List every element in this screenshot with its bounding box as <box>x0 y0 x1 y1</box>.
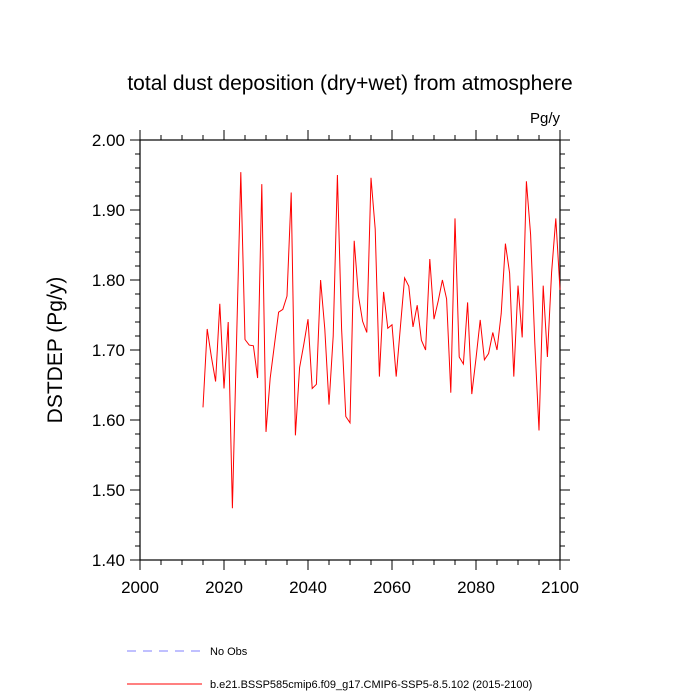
y-tick-label: 1.80 <box>92 271 125 290</box>
x-tick-label: 2100 <box>541 578 579 597</box>
x-tick-label: 2000 <box>121 578 159 597</box>
legend: No Obs b.e21.BSSP585cmip6.f09_g17.CMIP6-S… <box>127 646 532 691</box>
y-tick-label: 1.40 <box>92 551 125 570</box>
legend-label-1: b.e21.BSSP585cmip6.f09_g17.CMIP6-SSP5-8.… <box>210 679 532 691</box>
y-tick-label: 2.00 <box>92 131 125 150</box>
legend-label-0: No Obs <box>210 646 248 658</box>
x-tick-label: 2020 <box>205 578 243 597</box>
plot-area: 1.40 1.50 1.60 1.70 1.80 1.90 2.00 2000 2020 2040… <box>92 130 579 597</box>
y-tick-label: 1.70 <box>92 341 125 360</box>
y-tick-label: 1.90 <box>92 201 125 220</box>
units-label: Pg/y <box>530 110 561 127</box>
x-tick-label: 2040 <box>289 578 327 597</box>
chart-title: total dust deposition (dry+wet) from atm… <box>127 72 572 95</box>
x-tick-label: 2060 <box>373 578 411 597</box>
y-tick-label: 1.60 <box>92 411 125 430</box>
x-tick-label: 2080 <box>457 578 495 597</box>
y-axis-label: DSTDEP (Pg/y) <box>44 277 67 424</box>
y-tick-label: 1.50 <box>92 481 125 500</box>
series-line <box>202 172 561 509</box>
